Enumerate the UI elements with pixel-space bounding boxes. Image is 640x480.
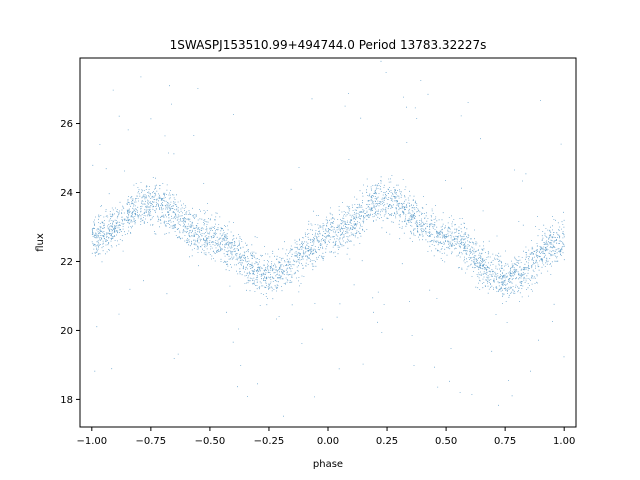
- chart-title: 1SWASPJ153510.99+494744.0 Period 13783.3…: [170, 38, 487, 52]
- x-tick-label: −0.75: [136, 436, 167, 447]
- x-tick-label: 0.75: [494, 436, 516, 447]
- x-tick-label: 0.00: [317, 436, 339, 447]
- y-tick-label: 18: [60, 395, 73, 406]
- y-tick-label: 24: [60, 188, 73, 199]
- y-tick-label: 20: [60, 326, 73, 337]
- x-axis: −1.00 −0.75 −0.50 −0.25 0.00 0.25 0.50 0.75 1.00: [76, 427, 575, 447]
- x-axis-label: phase: [313, 459, 343, 470]
- y-axis-label: flux: [35, 233, 46, 252]
- x-tick-label: 0.25: [376, 436, 398, 447]
- x-tick-label: 0.50: [435, 436, 457, 447]
- x-tick-label: −0.50: [195, 436, 226, 447]
- x-tick-label: −1.00: [76, 436, 107, 447]
- y-axis: 18 20 22 24 26: [60, 119, 80, 406]
- y-tick-label: 26: [60, 119, 73, 130]
- x-tick-label: 1.00: [553, 436, 575, 447]
- y-tick-label: 22: [60, 257, 73, 268]
- x-tick-label: −0.25: [254, 436, 285, 447]
